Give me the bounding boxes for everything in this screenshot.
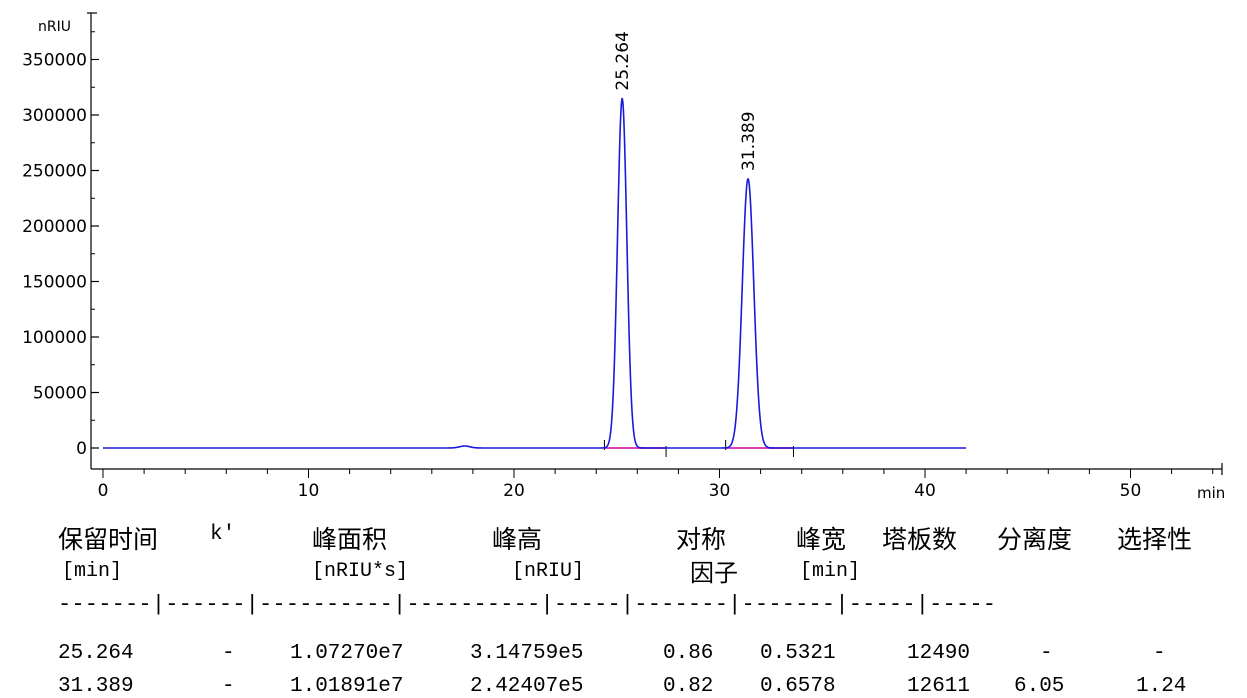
column-unit: [min]: [62, 560, 123, 583]
x-tick-label: 10: [298, 481, 320, 501]
table-cell: 3.14759e5: [470, 642, 584, 665]
table-cell: 25.264: [58, 642, 134, 665]
table-cell: 6.05: [1014, 675, 1065, 698]
table-cell: -: [222, 642, 235, 665]
y-tick-label: 350000: [22, 51, 87, 71]
peak-label: 25.264: [613, 31, 633, 90]
table-cell: 0.86: [663, 642, 714, 665]
peak-results-table: 保留时间 [min] k' 峰面积 [nRIU*s] 峰高 [nRIU] 对称因子 峰宽 [min…: [0, 510, 1247, 698]
table-cell: 1.24: [1136, 675, 1187, 698]
column-unit: [nRIU*s]: [312, 560, 409, 583]
column-unit: 因子: [690, 559, 738, 587]
peak-label: 31.389: [739, 111, 759, 170]
column-header: 保留时间: [58, 525, 159, 554]
x-tick-label: 30: [709, 481, 731, 501]
table-cell: 0.82: [663, 675, 714, 698]
table-cell: 0.6578: [760, 675, 836, 698]
y-tick-label: 300000: [22, 106, 87, 126]
table-separator: -------|------|----------|----------|---…: [58, 592, 997, 617]
table-cell: 12490: [907, 642, 971, 665]
y-tick-label: 150000: [22, 273, 87, 293]
table-cell: 2.42407e5: [470, 675, 584, 698]
y-tick-label: 200000: [22, 217, 87, 237]
signal-trace: [103, 97, 967, 449]
axes: 0 50000 100000 150000 200000 250000 300000 3500…: [22, 12, 1223, 501]
column-header: k': [210, 523, 236, 546]
table-cell: 1.07270e7: [290, 642, 404, 665]
x-tick-label: 50: [1120, 481, 1142, 501]
y-tick-label: 100000: [22, 328, 87, 348]
y-tick-label: 0: [76, 439, 87, 459]
column-header: 对称: [676, 525, 727, 554]
table-cell: 1.01891e7: [290, 675, 404, 698]
table-cell: -: [1153, 642, 1166, 665]
x-axis-label: min: [1197, 484, 1225, 502]
chromatogram-chart: 0 50000 100000 150000 200000 250000 300000 3500…: [22, 12, 1225, 502]
peak-labels: 25.264 31.389: [613, 31, 759, 171]
column-unit: [nRIU]: [512, 560, 585, 583]
column-header: 峰宽: [796, 525, 847, 554]
column-header: 分离度: [997, 525, 1073, 554]
table-cell: 31.389: [58, 675, 134, 698]
column-header: 峰高: [492, 525, 543, 554]
table-cell: 12611: [907, 675, 971, 698]
column-header: 峰面积: [312, 525, 388, 554]
x-tick-label: 20: [503, 481, 525, 501]
x-tick-label: 40: [914, 481, 936, 501]
y-axis-label: nRIU: [38, 19, 71, 35]
table-cell: -: [222, 675, 235, 698]
table-cell: -: [1040, 642, 1053, 665]
x-tick-label: 0: [98, 481, 109, 501]
table-cell: 0.5321: [760, 642, 836, 665]
y-tick-label: 50000: [33, 384, 87, 404]
column-unit: [min]: [800, 560, 861, 583]
column-header: 选择性: [1117, 525, 1193, 554]
column-header: 塔板数: [882, 525, 958, 554]
y-tick-label: 250000: [22, 162, 87, 182]
